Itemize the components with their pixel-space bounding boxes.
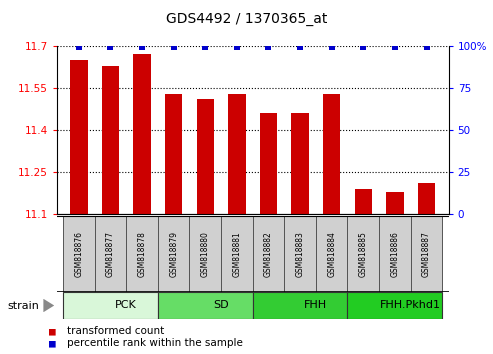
Text: GSM818878: GSM818878 <box>138 231 146 277</box>
Text: GSM818883: GSM818883 <box>296 231 305 277</box>
Bar <box>260 113 277 214</box>
Text: GSM818881: GSM818881 <box>232 231 242 277</box>
Bar <box>323 94 340 214</box>
Bar <box>221 216 253 292</box>
Bar <box>348 292 442 319</box>
Text: ■: ■ <box>49 326 56 336</box>
Bar <box>189 216 221 292</box>
Bar <box>354 189 372 214</box>
Point <box>75 44 83 50</box>
Bar <box>379 216 411 292</box>
Text: strain: strain <box>7 301 39 310</box>
Text: FHH: FHH <box>304 300 327 310</box>
Bar <box>386 192 404 214</box>
Text: GDS4492 / 1370365_at: GDS4492 / 1370365_at <box>166 12 327 27</box>
Text: GSM818876: GSM818876 <box>74 231 83 277</box>
Bar <box>316 216 348 292</box>
Bar <box>63 216 95 292</box>
Point <box>106 44 114 50</box>
Text: SD: SD <box>213 300 229 310</box>
Bar <box>291 113 309 214</box>
Point <box>170 44 177 50</box>
Point <box>201 44 209 50</box>
Point <box>391 44 399 50</box>
Bar <box>70 60 88 214</box>
Bar <box>418 183 435 214</box>
Bar <box>95 216 126 292</box>
Point <box>233 44 241 50</box>
Text: GSM818884: GSM818884 <box>327 231 336 277</box>
Bar <box>253 292 348 319</box>
Bar <box>165 94 182 214</box>
Point <box>328 44 336 50</box>
Text: GSM818887: GSM818887 <box>422 231 431 277</box>
Polygon shape <box>43 299 54 312</box>
Text: GSM818877: GSM818877 <box>106 231 115 277</box>
Bar <box>228 94 246 214</box>
Point <box>423 44 430 50</box>
Bar <box>411 216 442 292</box>
Bar <box>158 216 189 292</box>
Text: transformed count: transformed count <box>67 326 164 336</box>
Text: PCK: PCK <box>115 300 137 310</box>
Bar <box>102 65 119 214</box>
Text: ■: ■ <box>49 338 56 348</box>
Text: GSM818880: GSM818880 <box>201 231 210 277</box>
Bar <box>126 216 158 292</box>
Point <box>359 44 367 50</box>
Point <box>265 44 273 50</box>
Text: GSM818886: GSM818886 <box>390 231 399 277</box>
Point <box>138 44 146 50</box>
Bar <box>133 55 151 214</box>
Text: percentile rank within the sample: percentile rank within the sample <box>67 338 243 348</box>
Text: FHH.Pkhd1: FHH.Pkhd1 <box>380 300 441 310</box>
Bar <box>197 99 214 214</box>
Bar <box>253 216 284 292</box>
Text: GSM818885: GSM818885 <box>359 231 368 277</box>
Bar <box>348 216 379 292</box>
Point <box>296 44 304 50</box>
Bar <box>284 216 316 292</box>
Bar <box>63 292 158 319</box>
Text: GSM818882: GSM818882 <box>264 231 273 277</box>
Bar <box>158 292 253 319</box>
Text: GSM818879: GSM818879 <box>169 231 178 277</box>
